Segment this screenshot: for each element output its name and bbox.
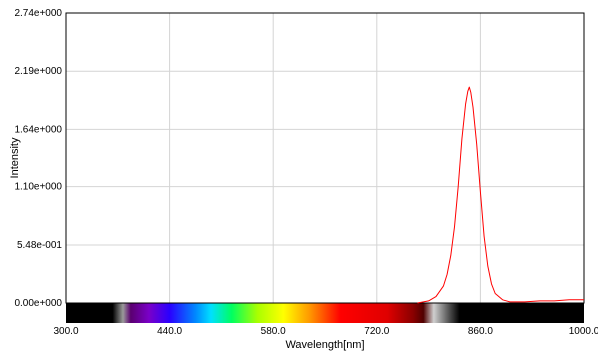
y-tick-label: 2.19e+000 <box>14 66 62 77</box>
y-axis-label: Intensity <box>9 137 21 178</box>
series-line <box>417 86 584 304</box>
x-axis-label: Wavelength[nm] <box>285 339 364 351</box>
y-tick-label: 0.00e+000 <box>14 298 62 309</box>
x-tick-label: 720.0 <box>364 326 389 337</box>
plot-area <box>65 12 585 304</box>
y-tick-label: 1.10e+000 <box>14 182 62 193</box>
x-tick-label: 860.0 <box>468 326 493 337</box>
x-tick-label: 440.0 <box>157 326 182 337</box>
x-tick-label: 300.0 <box>53 326 78 337</box>
series-group <box>417 86 584 304</box>
grid <box>66 13 584 303</box>
y-tick-label: 5.48e-001 <box>17 240 62 251</box>
y-axis-ticks: 0.00e+000 5.48e-001 1.10e+000 1.64e+000 2.19… <box>14 8 62 309</box>
x-tick-label: 580.0 <box>261 326 286 337</box>
y-tick-label: 1.64e+000 <box>14 124 62 135</box>
spectrum-color-bar <box>66 303 584 323</box>
x-tick-label: 1000.0 <box>569 326 598 337</box>
x-axis-ticks: 300.0 440.0 580.0 720.0 860.0 1000.0 <box>53 326 598 337</box>
y-tick-label: 2.74e+000 <box>14 8 62 19</box>
